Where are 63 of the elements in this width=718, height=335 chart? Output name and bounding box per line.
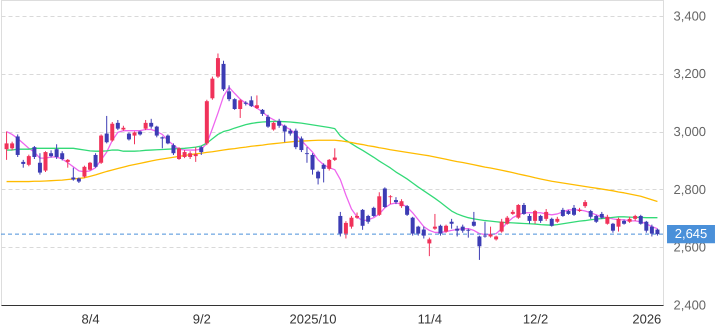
candlestick (527, 213, 532, 224)
candlestick (338, 211, 342, 237)
candlestick (210, 76, 214, 100)
candlestick (171, 142, 176, 156)
y-tick-label: 2,400 (674, 298, 706, 312)
x-tick-label: 2026 (632, 312, 662, 326)
candlestick (477, 235, 482, 260)
candlestick (422, 226, 426, 240)
candlestick (254, 94, 259, 110)
candlestick (110, 122, 114, 142)
candlestick (44, 150, 48, 173)
candlestick (522, 202, 526, 216)
candlestick (104, 115, 109, 144)
y-tick-label: 3,200 (674, 66, 706, 82)
x-tick-label: 11/4 (418, 312, 442, 326)
candlestick (38, 152, 42, 176)
candlestick (616, 217, 620, 232)
candlestick (327, 158, 332, 172)
candlestick (482, 221, 487, 238)
candlestick (316, 170, 320, 185)
candlestick (227, 84, 232, 102)
candlestick (382, 186, 387, 208)
candlestick (16, 134, 20, 158)
candlestick (544, 208, 548, 222)
x-tick-label: 9/2 (192, 312, 211, 326)
candlestick (432, 213, 437, 230)
line-series (6, 86, 658, 236)
candlestick (216, 52, 220, 79)
candlestick (488, 226, 493, 238)
candlestick (232, 98, 237, 110)
candlestick (32, 145, 36, 160)
x-tick-label: 2025/10 (290, 312, 337, 326)
x-tick-label: 12/2 (522, 312, 548, 326)
ref-line-label: 2,645 (674, 226, 708, 242)
candlestick (533, 209, 538, 224)
candlestick (372, 206, 376, 218)
candlestick (438, 224, 442, 236)
candlestick (472, 211, 476, 228)
candlestick (638, 214, 643, 226)
candlestick (94, 152, 98, 168)
candlestick (116, 119, 120, 131)
candlestick (405, 204, 410, 216)
candlestick (450, 218, 454, 230)
y-tick-label: 3,000 (674, 124, 706, 140)
y-tick-label: 2,800 (674, 182, 706, 197)
candlestick (332, 148, 337, 162)
candlestick (266, 114, 270, 128)
candlestick (26, 154, 31, 167)
candlestick (310, 152, 315, 176)
candlestick (610, 222, 615, 234)
candlestick (238, 98, 242, 118)
candlestick (304, 146, 309, 164)
candlestick (132, 131, 137, 145)
candlestick (149, 118, 154, 130)
y-tick-label: 3,400 (674, 8, 706, 24)
candlestick (605, 214, 610, 226)
candlestick (427, 237, 432, 257)
candlestick (377, 192, 382, 216)
candlestick (282, 124, 287, 143)
candlestick (144, 119, 148, 131)
candlestick (322, 162, 326, 183)
candlestick (154, 125, 159, 138)
x-tick-label: 8/4 (81, 312, 100, 326)
